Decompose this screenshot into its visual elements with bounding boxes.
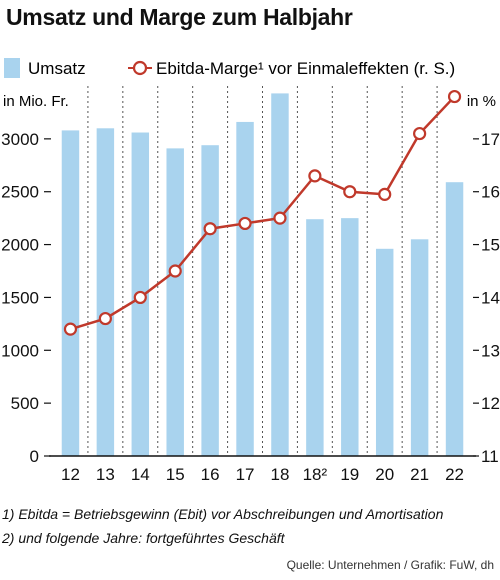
footnotes: 1) Ebitda = Betriebsgewinn (Ebit) vor Ab… [2,502,443,550]
y-left-tick-label: 1500 [1,288,39,307]
y-left-unit: in Mio. Fr. [3,93,69,110]
y-right-tick-label: 17 [481,130,500,149]
margin-point [343,185,357,199]
footnote-2: 2) und folgende Jahre: fortgeführtes Ges… [2,530,285,546]
y-right-tick-label: 11 [481,447,499,466]
y-right-tick-label: 14 [481,288,500,307]
chart-title: Umsatz und Marge zum Halbjahr [6,4,353,30]
x-tick-label: 21 [410,465,429,484]
x-tick-label: 13 [96,465,115,484]
bar [201,145,219,456]
bar-series [61,93,464,457]
y-left-tick-label: 2500 [1,183,39,202]
x-tick-label: 18² [303,465,328,484]
x-tick-label: 22 [445,465,464,484]
margin-point [168,264,182,278]
y-right-tick-label: 12 [481,394,500,413]
bar [445,182,464,456]
x-tick-label: 16 [201,465,220,484]
chart-canvas: Umsatz Ebitda-Marge¹ vor Einmaleffekten … [1,58,500,484]
y-left-tick-label: 0 [30,447,39,466]
margin-point [378,187,392,201]
x-tick-label: 12 [61,465,80,484]
y-right-tick-label: 16 [481,183,500,202]
legend-bar-swatch [4,58,20,78]
source-credit: Quelle: Unternehmen / Grafik: FuW, dh [286,558,494,572]
line-series [63,89,462,336]
legend-line-marker [132,60,148,76]
x-tick-label: 19 [340,465,359,484]
bar [306,219,324,456]
grid [87,86,438,456]
x-tick-label: 15 [166,465,185,484]
axes: 0 500 1000 1500 2000 2500 3000 11 12 13 14 15 16 17 12… [1,130,500,484]
footnote-1: 1) Ebitda = Betriebsgewinn (Ebit) vor Ab… [2,506,444,522]
margin-point [238,216,252,231]
bar [166,148,184,456]
y-right-tick-label: 15 [481,236,500,255]
margin-point [133,290,147,305]
bar [236,121,254,456]
x-tick-label: 17 [236,465,255,484]
bar [61,130,80,456]
y-right-unit: in % [467,93,496,110]
y-left-tick-label: 1000 [1,341,39,360]
bar [96,128,115,457]
margin-point [98,311,112,326]
x-tick-label: 14 [131,465,150,484]
y-right-tick-label: 13 [481,341,500,360]
margin-line [70,95,456,331]
y-left-tick-label: 500 [11,394,39,413]
margin-point [413,126,427,141]
y-left-tick-label: 2000 [1,236,39,255]
legend-bar-label: Umsatz [28,59,86,78]
margin-point [203,222,217,236]
x-tick-label: 18 [270,465,289,484]
y-left-tick-label: 3000 [1,130,39,149]
legend-line-label: Ebitda-Marge¹ vor Einmaleffekten (r. S.) [156,59,455,78]
margin-point [447,89,462,104]
bar [410,239,429,456]
margin-point [273,211,287,225]
bar [375,248,394,456]
bar [271,93,289,457]
margin-point [63,322,78,336]
x-tick-label: 20 [375,465,394,484]
margin-point [308,169,322,183]
bar [341,218,359,456]
